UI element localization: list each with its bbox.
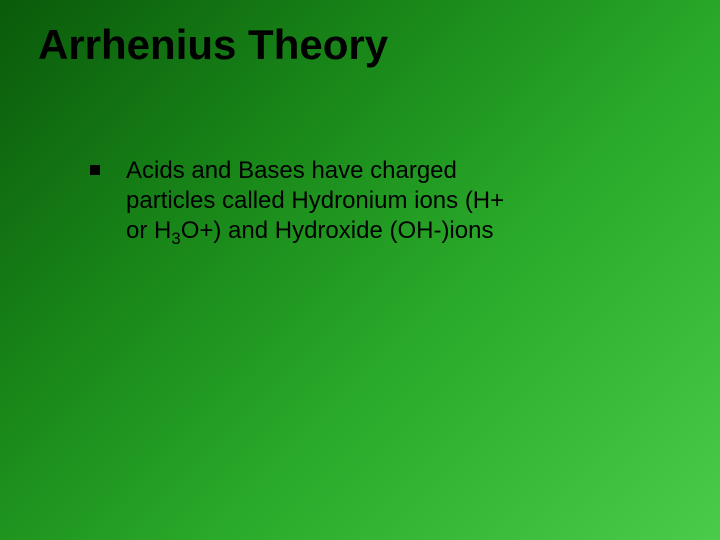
bullet-square-icon [90, 165, 100, 175]
bullet-item: Acids and Bases have charged particles c… [90, 156, 510, 250]
slide-title: Arrhenius Theory [38, 22, 388, 68]
slide-body: Acids and Bases have charged particles c… [90, 156, 510, 250]
bullet-text: Acids and Bases have charged particles c… [126, 156, 510, 250]
subscript: 3 [171, 229, 180, 248]
slide: Arrhenius Theory Acids and Bases have ch… [0, 0, 720, 540]
